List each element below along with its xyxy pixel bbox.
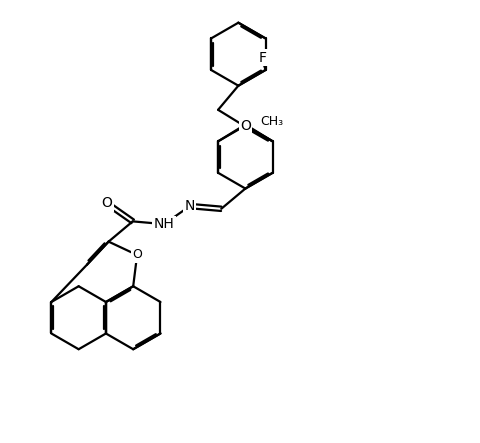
Text: NH: NH [154, 217, 174, 231]
Text: N: N [184, 199, 195, 213]
Text: O: O [101, 196, 112, 210]
Text: O: O [240, 119, 250, 132]
Text: F: F [258, 51, 266, 65]
Text: O: O [240, 119, 250, 132]
Text: O: O [132, 249, 142, 261]
Text: CH₃: CH₃ [260, 115, 283, 128]
